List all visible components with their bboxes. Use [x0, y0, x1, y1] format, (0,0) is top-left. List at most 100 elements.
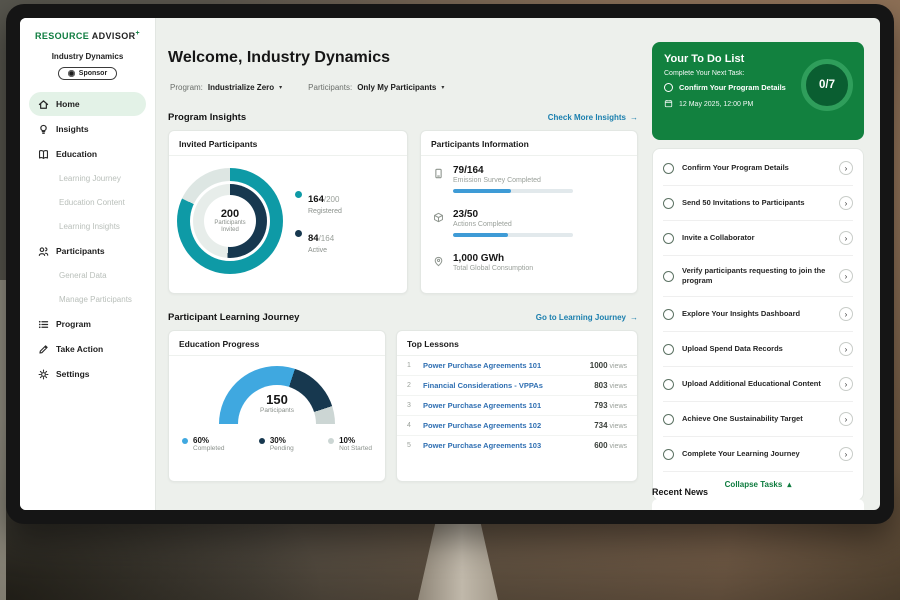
participants-select-label: Participants:	[308, 83, 353, 92]
sidebar-item-label: Learning Insights	[59, 222, 120, 231]
chevron-down-icon: ▾	[279, 85, 283, 91]
checkbox-circle-icon[interactable]	[663, 162, 674, 174]
task-row-confirm-details[interactable]: Confirm Your Program Details ›	[663, 151, 853, 186]
chevron-right-icon[interactable]: ›	[839, 412, 853, 427]
stat-value: 1,000 GWh	[453, 253, 505, 264]
task-label: Upload Spend Data Records	[682, 344, 783, 354]
task-row-invite-collaborator[interactable]: Invite a Collaborator ›	[663, 221, 853, 256]
go-to-learning-journey-link[interactable]: Go to Learning Journey →	[536, 313, 638, 322]
task-label: Verify participants requesting to join t…	[682, 266, 826, 286]
sidebar-item-manage-participants[interactable]: Manage Participants	[29, 288, 146, 311]
checkbox-circle-icon[interactable]	[663, 270, 674, 282]
top-lessons-card: Top Lessons 1 Power Purchase Agreements …	[396, 330, 638, 482]
task-row-verify-participants[interactable]: Verify participants requesting to join t…	[663, 256, 853, 298]
lesson-views: 793 views	[594, 401, 627, 410]
chevron-right-icon[interactable]: ›	[839, 307, 853, 322]
sidebar-item-education[interactable]: Education	[29, 142, 146, 166]
sidebar: RESOURCE ADVISOR+ Industry Dynamics Spon…	[20, 18, 156, 510]
task-label: Confirm Your Program Details	[682, 162, 789, 172]
lesson-link[interactable]: Power Purchase Agreements 102	[423, 421, 542, 430]
checkbox-circle-icon[interactable]	[663, 378, 674, 390]
lesson-views-count: 1000	[589, 361, 608, 370]
sidebar-item-settings[interactable]: Settings	[29, 362, 146, 386]
sidebar-item-learning-journey[interactable]: Learning Journey	[29, 167, 146, 190]
legend-item-active: 84/164 Active	[295, 228, 342, 254]
checkbox-circle-icon[interactable]	[663, 413, 674, 425]
lesson-views-count: 793	[594, 401, 608, 410]
chevron-right-icon[interactable]: ›	[839, 196, 853, 210]
checkbox-circle-icon[interactable]	[663, 308, 674, 320]
lesson-rank: 4	[407, 422, 411, 429]
checkbox-circle-icon[interactable]	[663, 197, 674, 209]
sponsor-badge[interactable]: Sponsor	[57, 67, 118, 80]
sidebar-item-insights[interactable]: Insights	[29, 117, 146, 141]
education-gauge-chart: 150 Participants	[219, 366, 335, 424]
sidebar-item-participants[interactable]: Participants	[29, 239, 146, 263]
chevron-right-icon[interactable]: ›	[839, 377, 853, 392]
sidebar-item-label: Manage Participants	[59, 295, 132, 304]
sidebar-item-take-action[interactable]: Take Action	[29, 337, 146, 361]
participants-information-title: Participants Information	[421, 131, 637, 156]
task-row-upload-educational-content[interactable]: Upload Additional Educational Content ›	[663, 367, 853, 403]
legend-label: Active	[308, 246, 328, 254]
chevron-right-icon[interactable]: ›	[839, 231, 853, 245]
sponsor-label: Sponsor	[78, 70, 108, 77]
lesson-views: 734 views	[594, 421, 627, 430]
legend-label: Not Started	[339, 445, 372, 452]
checkbox-circle-icon[interactable]	[663, 448, 674, 460]
task-row-upload-spend-data[interactable]: Upload Spend Data Records ›	[663, 332, 853, 368]
legend-label: Completed	[193, 445, 225, 452]
lesson-link[interactable]: Power Purchase Agreements 103	[423, 441, 542, 450]
lesson-views-suffix: views	[607, 363, 627, 370]
chevron-right-icon[interactable]: ›	[839, 447, 853, 462]
legend-value: 10%	[339, 436, 356, 445]
recent-news-title: Recent News	[652, 487, 709, 497]
checkbox-circle-icon[interactable]	[663, 343, 674, 355]
task-row-explore-insights[interactable]: Explore Your Insights Dashboard ›	[663, 297, 853, 333]
logo-advisor: ADVISOR	[91, 31, 136, 41]
checkbox-circle-icon[interactable]	[663, 232, 674, 244]
lesson-row: 3 Power Purchase Agreements 101 793 view…	[397, 396, 637, 416]
location-pin-icon	[433, 254, 444, 267]
logo-resource: RESOURCE	[34, 31, 90, 41]
task-row-send-invitations[interactable]: Send 50 Invitations to Participants ›	[663, 186, 853, 221]
chevron-right-icon[interactable]: ›	[839, 269, 853, 284]
sidebar-item-program[interactable]: Program	[29, 312, 146, 336]
logo-plus: +	[135, 30, 141, 37]
legend-dot-blue	[182, 438, 188, 444]
program-select[interactable]: Program: Industrialize Zero ▾	[170, 83, 282, 92]
sidebar-item-label: General Data	[59, 271, 107, 280]
sidebar-item-label: Learning Journey	[59, 174, 121, 183]
check-more-insights-link[interactable]: Check More Insights →	[548, 113, 638, 122]
legend-item-not-started: 10% Not Started	[328, 436, 372, 452]
task-label: Send 50 Invitations to Participants	[682, 197, 805, 207]
sidebar-item-label: Settings	[56, 369, 90, 379]
lesson-link[interactable]: Power Purchase Agreements 101	[423, 401, 542, 410]
education-progress-title: Education Progress	[169, 331, 385, 356]
chevron-right-icon[interactable]: ›	[839, 342, 853, 357]
sidebar-item-label: Education	[56, 149, 98, 159]
sidebar-item-label: Take Action	[56, 344, 104, 354]
chevron-right-icon[interactable]: ›	[839, 161, 853, 175]
task-row-achieve-target[interactable]: Achieve One Sustainability Target ›	[663, 402, 853, 438]
invited-donut-chart: 200 Participants Invited	[177, 168, 283, 274]
sidebar-item-label: Participants	[56, 246, 105, 256]
lesson-row: 1 Power Purchase Agreements 101 1000 vie…	[397, 356, 637, 376]
sidebar-item-general-data[interactable]: General Data	[29, 264, 146, 287]
legend-total: /200	[323, 194, 340, 204]
sidebar-item-education-content[interactable]: Education Content	[29, 191, 146, 214]
sidebar-item-home[interactable]: Home	[29, 92, 146, 116]
todo-next-task[interactable]: Confirm Your Program Details	[664, 83, 852, 92]
task-row-complete-learning-journey[interactable]: Complete Your Learning Journey ›	[663, 437, 853, 473]
task-label: Achieve One Sustainability Target	[682, 414, 803, 424]
lesson-link[interactable]: Power Purchase Agreements 101	[423, 361, 542, 370]
lesson-link[interactable]: Financial Considerations - VPPAs	[423, 381, 543, 390]
participants-select[interactable]: Participants: Only My Participants ▾	[308, 83, 444, 92]
stat-label: Total Global Consumption	[453, 265, 534, 272]
monitor-stand	[418, 522, 498, 600]
collapse-tasks-button[interactable]: Collapse Tasks ▴	[663, 472, 853, 498]
checkbox-circle-icon[interactable]	[664, 83, 673, 92]
lesson-rank: 5	[407, 442, 411, 449]
sidebar-item-learning-insights[interactable]: Learning Insights	[29, 215, 146, 238]
